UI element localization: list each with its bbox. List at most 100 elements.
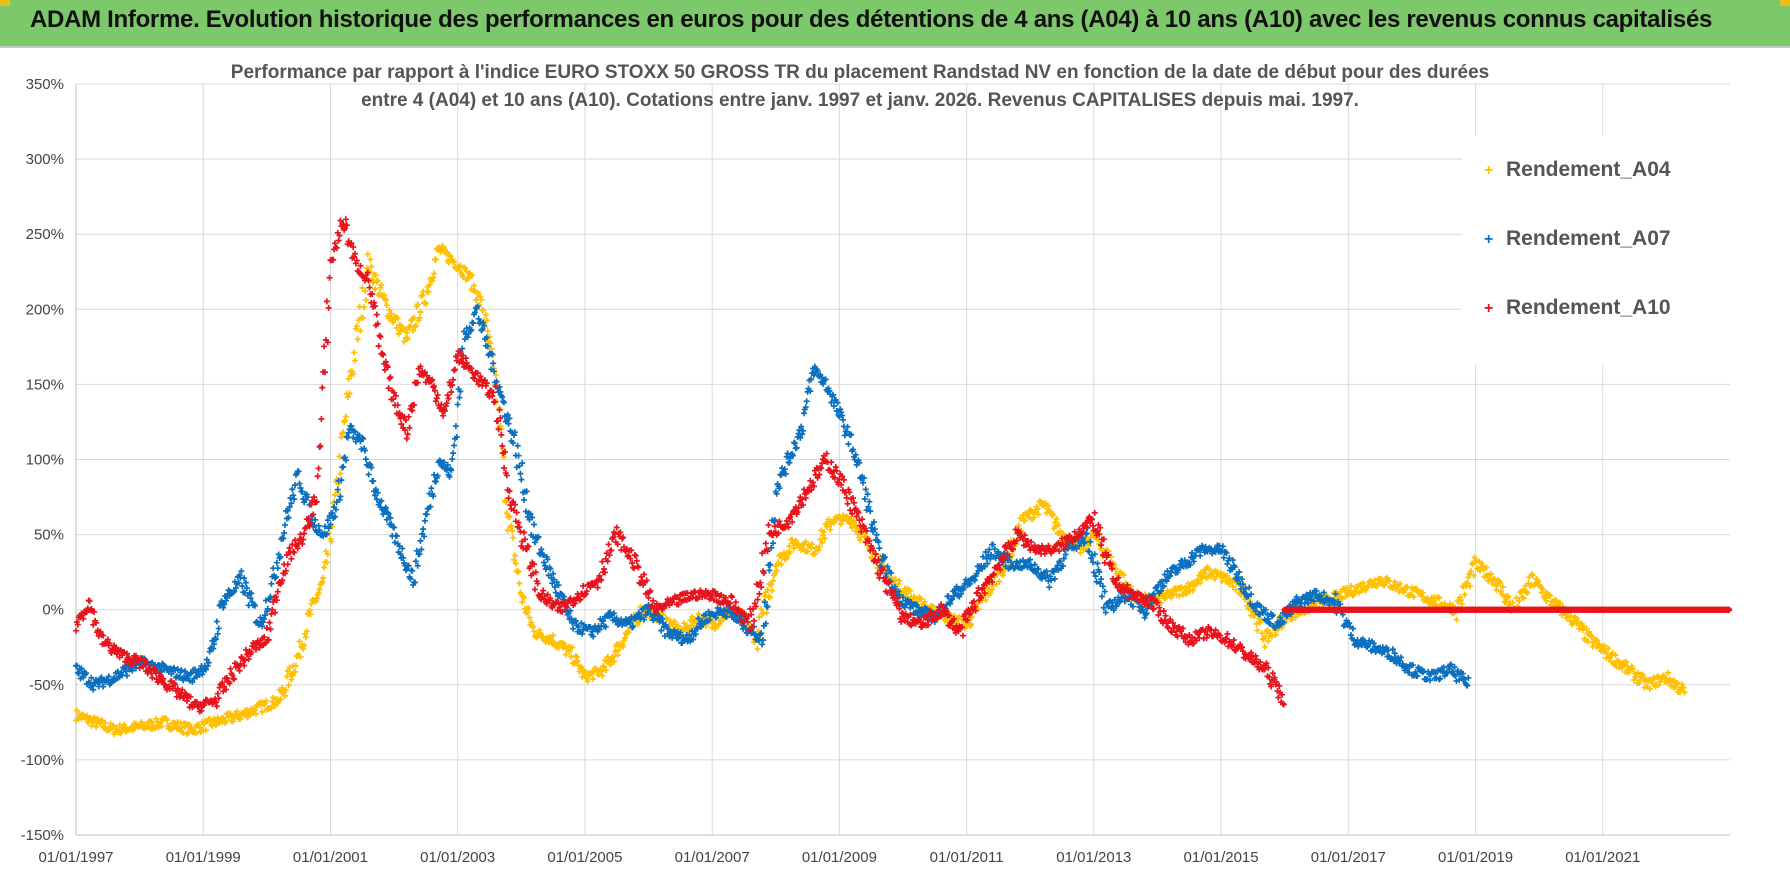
data-point xyxy=(844,423,851,430)
data-point xyxy=(1169,629,1175,636)
data-point xyxy=(1467,583,1474,590)
data-point xyxy=(403,565,410,572)
data-point xyxy=(987,590,994,597)
data-point xyxy=(979,584,986,591)
data-point xyxy=(908,599,915,606)
data-point xyxy=(465,275,472,282)
data-point xyxy=(113,651,120,658)
data-point xyxy=(1526,574,1533,581)
data-point xyxy=(237,715,244,722)
data-point xyxy=(1594,637,1601,644)
data-point xyxy=(285,682,292,689)
data-point xyxy=(1259,609,1266,616)
data-point xyxy=(627,555,634,562)
data-point xyxy=(288,500,295,507)
data-point xyxy=(1509,599,1516,606)
data-point xyxy=(237,660,244,667)
data-point xyxy=(1452,672,1459,679)
data-point xyxy=(1524,590,1531,597)
data-point xyxy=(1252,608,1259,615)
data-point xyxy=(248,590,255,597)
data-point xyxy=(1238,644,1245,651)
data-point xyxy=(242,657,249,664)
data-point xyxy=(1637,677,1644,684)
data-point xyxy=(830,403,837,410)
data-point xyxy=(444,461,451,468)
data-point xyxy=(312,516,319,523)
data-point xyxy=(538,546,545,553)
data-point xyxy=(1251,659,1258,666)
data-point xyxy=(896,605,903,612)
data-point xyxy=(760,637,767,644)
data-point xyxy=(640,571,647,578)
data-point xyxy=(444,392,451,399)
data-point xyxy=(563,604,570,611)
data-point xyxy=(1265,664,1272,671)
data-point xyxy=(353,323,360,330)
data-point xyxy=(168,670,175,677)
data-point xyxy=(636,618,643,625)
data-point xyxy=(1674,679,1681,686)
data-point xyxy=(677,629,684,636)
data-point xyxy=(853,513,860,520)
data-point xyxy=(308,501,315,508)
data-point xyxy=(860,479,867,486)
data-point xyxy=(1459,670,1466,677)
data-point xyxy=(875,556,882,563)
data-point xyxy=(571,600,578,607)
data-point xyxy=(1567,613,1574,620)
data-point xyxy=(577,596,584,603)
data-point xyxy=(334,486,341,493)
data-point xyxy=(451,366,458,373)
data-point xyxy=(1000,555,1007,562)
data-point xyxy=(1113,602,1120,609)
data-point xyxy=(492,372,499,379)
data-point xyxy=(791,440,798,447)
data-point xyxy=(860,522,867,529)
data-point xyxy=(1261,643,1268,650)
data-point xyxy=(1458,597,1464,604)
data-point xyxy=(521,594,528,601)
data-point xyxy=(491,398,498,405)
data-point xyxy=(541,559,548,566)
data-point xyxy=(1165,625,1172,632)
data-point xyxy=(1639,672,1646,679)
data-point xyxy=(268,580,275,587)
data-point xyxy=(989,578,996,585)
data-point xyxy=(425,288,432,295)
data-point xyxy=(1440,664,1447,671)
data-point xyxy=(822,376,829,383)
data-point xyxy=(939,603,946,610)
data-point xyxy=(760,598,767,605)
data-point xyxy=(1073,545,1080,552)
data-point xyxy=(838,481,845,488)
data-point xyxy=(493,378,500,385)
data-point xyxy=(1017,515,1024,522)
data-point xyxy=(501,454,508,461)
data-point xyxy=(433,395,440,402)
data-point xyxy=(385,385,392,392)
data-point xyxy=(390,319,397,326)
data-point xyxy=(152,670,159,677)
data-point xyxy=(236,667,243,674)
data-point xyxy=(819,539,826,546)
data-point xyxy=(1529,572,1536,579)
data-point xyxy=(100,683,107,690)
data-point xyxy=(561,640,568,647)
data-point xyxy=(263,625,270,632)
data-point xyxy=(323,531,330,538)
data-point xyxy=(675,635,682,642)
data-point xyxy=(820,528,827,535)
data-point xyxy=(1254,627,1261,634)
data-point xyxy=(875,539,882,546)
data-point xyxy=(827,526,834,533)
data-point xyxy=(1105,551,1112,558)
data-point xyxy=(800,486,807,493)
data-point xyxy=(282,692,289,699)
data-point xyxy=(886,579,893,586)
data-point xyxy=(272,609,279,616)
data-point xyxy=(274,588,281,595)
data-point xyxy=(261,633,268,640)
data-point xyxy=(949,596,956,603)
data-point xyxy=(800,501,807,508)
